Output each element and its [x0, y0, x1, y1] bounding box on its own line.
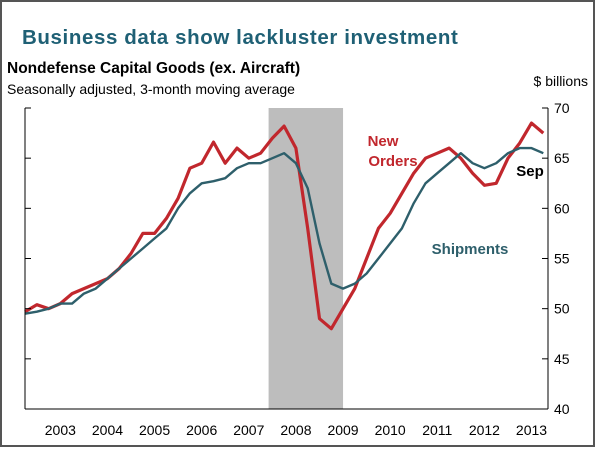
x-tick-label: 2004	[92, 422, 123, 438]
recession-shade	[268, 108, 344, 409]
chart-title: Business data show lackluster investment	[22, 26, 458, 49]
y-tick-label: 50	[554, 301, 570, 317]
x-tick-label: 2007	[233, 422, 264, 438]
annotation: New	[368, 133, 399, 150]
annotation: Sep	[516, 163, 544, 180]
x-tick-label: 2010	[375, 422, 406, 438]
x-tick-label: 2003	[45, 422, 76, 438]
annotation: Shipments	[432, 241, 509, 258]
chart-note: Seasonally adjusted, 3-month moving aver…	[7, 81, 295, 97]
x-tick-label: 2005	[139, 422, 170, 438]
series-line	[24, 146, 544, 315]
chart-subtitle: Nondefense Capital Goods (ex. Aircraft)	[7, 60, 300, 77]
y-tick-label: 70	[554, 100, 570, 116]
y-tick-label: 45	[554, 351, 570, 367]
y-tick-label: 55	[554, 251, 570, 267]
y-tick-label: 65	[554, 150, 570, 166]
x-tick-label: 2013	[516, 422, 547, 438]
x-tick-label: 2012	[469, 422, 500, 438]
x-tick-label: 2006	[186, 422, 217, 438]
annotation: Orders	[368, 153, 417, 170]
y-tick-label: 60	[554, 200, 570, 216]
x-tick-label: 2009	[327, 422, 358, 438]
y-tick-label: 40	[554, 401, 570, 417]
y-axis-label: $ billions	[534, 73, 588, 89]
x-tick-label: 2011	[422, 422, 452, 438]
x-tick-label: 2008	[280, 422, 311, 438]
